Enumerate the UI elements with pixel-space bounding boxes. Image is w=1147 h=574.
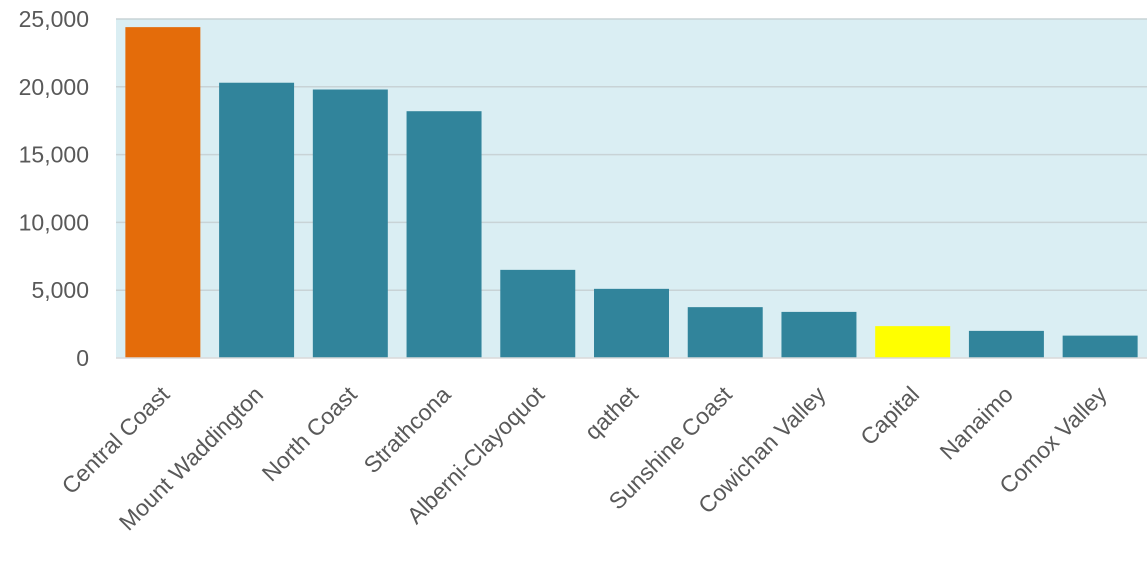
bar — [781, 311, 857, 358]
bar — [594, 288, 669, 358]
bar — [125, 27, 201, 359]
x-tick-label: Capital — [855, 381, 924, 450]
y-tick-label: 5,000 — [31, 277, 89, 303]
bar — [875, 326, 951, 358]
x-tick-label: qathet — [579, 381, 643, 445]
y-axis: 0 5,000 10,000 15,000 20,000 25,000 — [19, 6, 89, 371]
bars — [125, 27, 1138, 359]
y-tick-label: 0 — [76, 345, 89, 371]
bar — [1062, 335, 1138, 358]
bar — [312, 89, 388, 359]
x-tick-label: Strathcona — [359, 381, 456, 478]
x-tick-label: North Coast — [257, 381, 363, 487]
bar — [968, 330, 1044, 358]
y-tick-label: 20,000 — [19, 74, 89, 100]
bar — [500, 269, 576, 358]
y-tick-label: 10,000 — [19, 209, 89, 235]
bar — [219, 82, 295, 359]
x-tick-label: Nanaimo — [934, 381, 1017, 464]
bar — [406, 111, 482, 358]
y-tick-label: 25,000 — [19, 6, 89, 32]
bar — [687, 307, 763, 358]
y-tick-label: 15,000 — [19, 142, 89, 168]
